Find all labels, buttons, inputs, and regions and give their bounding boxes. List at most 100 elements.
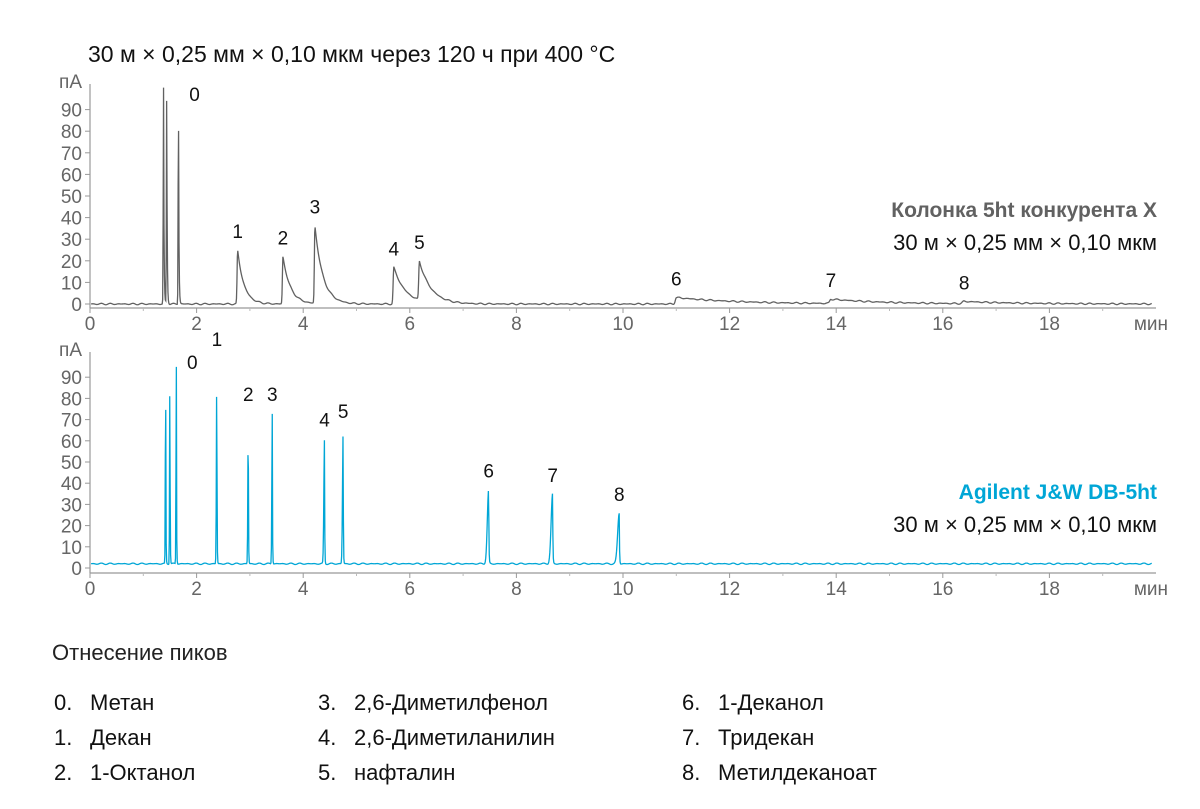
- y-tick-label: 70: [61, 411, 82, 432]
- y-tick-label: 50: [61, 187, 82, 208]
- peak-number: 8.: [682, 760, 701, 785]
- legend-column-name: Колонка 5ht конкурента X: [891, 199, 1157, 222]
- peak-name: Метан: [90, 690, 155, 715]
- peak-item-5: 5. нафталин: [318, 755, 555, 790]
- peak-label-0: 0: [189, 85, 200, 106]
- y-tick-label: 40: [61, 474, 82, 495]
- peak-name: Декан: [90, 725, 152, 750]
- y-tick-label: 80: [61, 389, 82, 410]
- x-tick-label: 2: [191, 314, 202, 335]
- legend-column-dimensions: 30 м × 0,25 мм × 0,10 мкм: [893, 512, 1157, 537]
- peak-label-2: 2: [278, 228, 289, 249]
- y-tick-label: 60: [61, 432, 82, 453]
- y-tick-label: 90: [61, 368, 82, 389]
- peak-label-4: 4: [319, 411, 330, 432]
- x-tick-label: 12: [719, 579, 740, 600]
- peak-name: 1-Деканол: [718, 690, 824, 715]
- peak-number: 1.: [54, 725, 73, 750]
- x-tick-label: 4: [298, 579, 309, 600]
- peak-label-0: 0: [187, 353, 198, 374]
- y-tick-label: 10: [61, 538, 82, 559]
- peak-name: Метилдеканоат: [718, 760, 877, 785]
- legend-column-dimensions: 30 м × 0,25 мм × 0,10 мкм: [893, 230, 1157, 255]
- peak-label-5: 5: [338, 402, 349, 423]
- peak-label-8: 8: [614, 485, 625, 506]
- peak-number: 5.: [318, 760, 337, 785]
- chromatogram-figure: 30 м × 0,25 мм × 0,10 мкм через 120 ч пр…: [59, 41, 1168, 600]
- x-tick-label: 8: [511, 579, 522, 600]
- peak-number: 6.: [682, 690, 701, 715]
- x-tick-label: 6: [405, 314, 416, 335]
- x-tick-label: 4: [298, 314, 309, 335]
- peak-number: 4.: [318, 725, 337, 750]
- y-tick-label: 20: [61, 517, 82, 538]
- x-tick-label: 18: [1039, 579, 1060, 600]
- peak-item-6: 6. 1-Деканол: [682, 685, 877, 720]
- y-axis-unit: пА: [59, 340, 82, 361]
- peak-list-column-1: 0. Метан 1. Декан 2. 1-Октанол: [54, 685, 195, 790]
- x-tick-label: 16: [932, 579, 953, 600]
- x-tick-label: 14: [826, 314, 848, 335]
- peak-item-7: 7. Тридекан: [682, 720, 877, 755]
- y-tick-label: 80: [61, 122, 82, 143]
- peak-label-1: 1: [232, 222, 243, 243]
- x-tick-label: 18: [1039, 314, 1060, 335]
- legend-column-name: Agilent J&W DB-5ht: [959, 481, 1157, 504]
- peak-label-4: 4: [389, 239, 400, 260]
- peak-label-7: 7: [826, 271, 837, 292]
- peak-name: Тридекан: [718, 725, 815, 750]
- y-tick-label: 50: [61, 453, 82, 474]
- x-tick-label: 2: [191, 579, 202, 600]
- x-tick-label: 12: [719, 314, 740, 335]
- peak-item-0: 0. Метан: [54, 685, 195, 720]
- y-tick-label: 60: [61, 165, 82, 186]
- y-tick-label: 90: [61, 101, 82, 122]
- x-tick-label: 0: [85, 314, 96, 335]
- x-tick-label: 14: [826, 579, 848, 600]
- x-axis-unit: мин: [1134, 314, 1168, 335]
- chromatogram-trace-line: [90, 87, 1152, 306]
- y-tick-label: 0: [71, 559, 82, 580]
- chart-title: 30 м × 0,25 мм × 0,10 мкм через 120 ч пр…: [88, 41, 615, 67]
- peak-label-5: 5: [414, 233, 425, 254]
- peak-item-3: 3. 2,6-Диметилфенол: [318, 685, 555, 720]
- y-tick-label: 70: [61, 144, 82, 165]
- y-tick-label: 10: [61, 273, 82, 294]
- chromatogram-trace-line: [90, 366, 1152, 566]
- y-tick-label: 30: [61, 495, 82, 516]
- peak-assignment-heading: Отнесение пиков: [52, 640, 228, 665]
- peak-label-3: 3: [267, 385, 278, 406]
- peak-number: 2.: [54, 760, 73, 785]
- x-tick-label: 8: [511, 314, 522, 335]
- x-axis-unit: мин: [1134, 579, 1168, 600]
- peak-number: 0.: [54, 690, 73, 715]
- peak-item-4: 4. 2,6-Диметиланилин: [318, 720, 555, 755]
- peak-number: 3.: [318, 690, 337, 715]
- y-tick-label: 0: [71, 295, 82, 316]
- y-axis-unit: пА: [59, 72, 82, 93]
- peak-label-6: 6: [483, 462, 494, 483]
- x-tick-label: 10: [612, 579, 633, 600]
- peak-name: 1-Октанол: [90, 760, 196, 785]
- peak-name: 2,6-Диметиланилин: [354, 725, 555, 750]
- peak-item-1: 1. Декан: [54, 720, 195, 755]
- x-tick-label: 16: [932, 314, 953, 335]
- y-tick-label: 40: [61, 209, 82, 230]
- peak-label-2: 2: [243, 385, 254, 406]
- peak-label-7: 7: [547, 466, 558, 487]
- peak-label-3: 3: [310, 198, 321, 219]
- x-tick-label: 0: [85, 579, 96, 600]
- peak-number: 7.: [682, 725, 701, 750]
- peak-item-8: 8. Метилдеканоат: [682, 755, 877, 790]
- peak-label-6: 6: [671, 270, 682, 291]
- peak-list-column-2: 3. 2,6-Диметилфенол 4. 2,6-Диметиланилин 5…: [318, 685, 555, 790]
- y-tick-label: 30: [61, 230, 82, 251]
- x-tick-label: 10: [612, 314, 633, 335]
- y-tick-label: 20: [61, 252, 82, 273]
- peak-name: нафталин: [354, 760, 456, 785]
- peak-list-column-3: 6. 1-Деканол 7. Тридекан 8. Метилдеканоат: [682, 685, 877, 790]
- x-tick-label: 6: [405, 579, 416, 600]
- peak-label-8: 8: [959, 273, 970, 294]
